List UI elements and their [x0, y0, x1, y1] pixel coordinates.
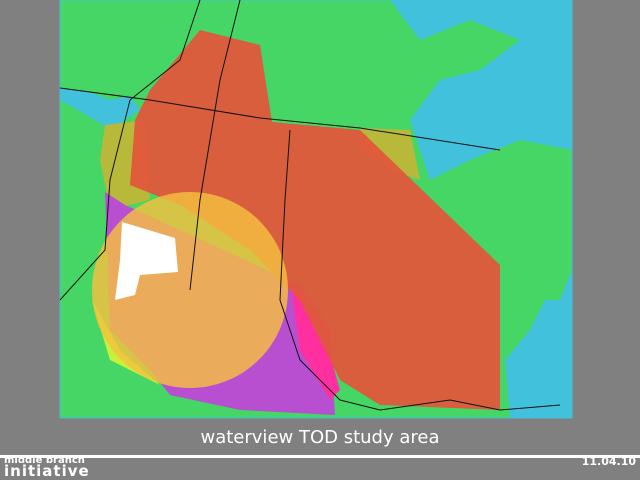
road [59, 87, 501, 151]
study-area [130, 30, 500, 410]
caption: waterview TOD study area [200, 427, 440, 448]
road [189, 0, 241, 291]
creek [60, 88, 140, 130]
org-name: middle branch [4, 455, 85, 466]
olive-area [360, 128, 420, 180]
water [390, 0, 572, 418]
date: 11.04.10 [581, 455, 636, 468]
road [59, 0, 201, 301]
white-parcel [115, 222, 178, 300]
lime-area [92, 300, 160, 385]
org-name: initiative [4, 462, 90, 480]
footer-rule [0, 455, 640, 458]
magenta-strip [290, 280, 340, 400]
road [279, 129, 561, 411]
